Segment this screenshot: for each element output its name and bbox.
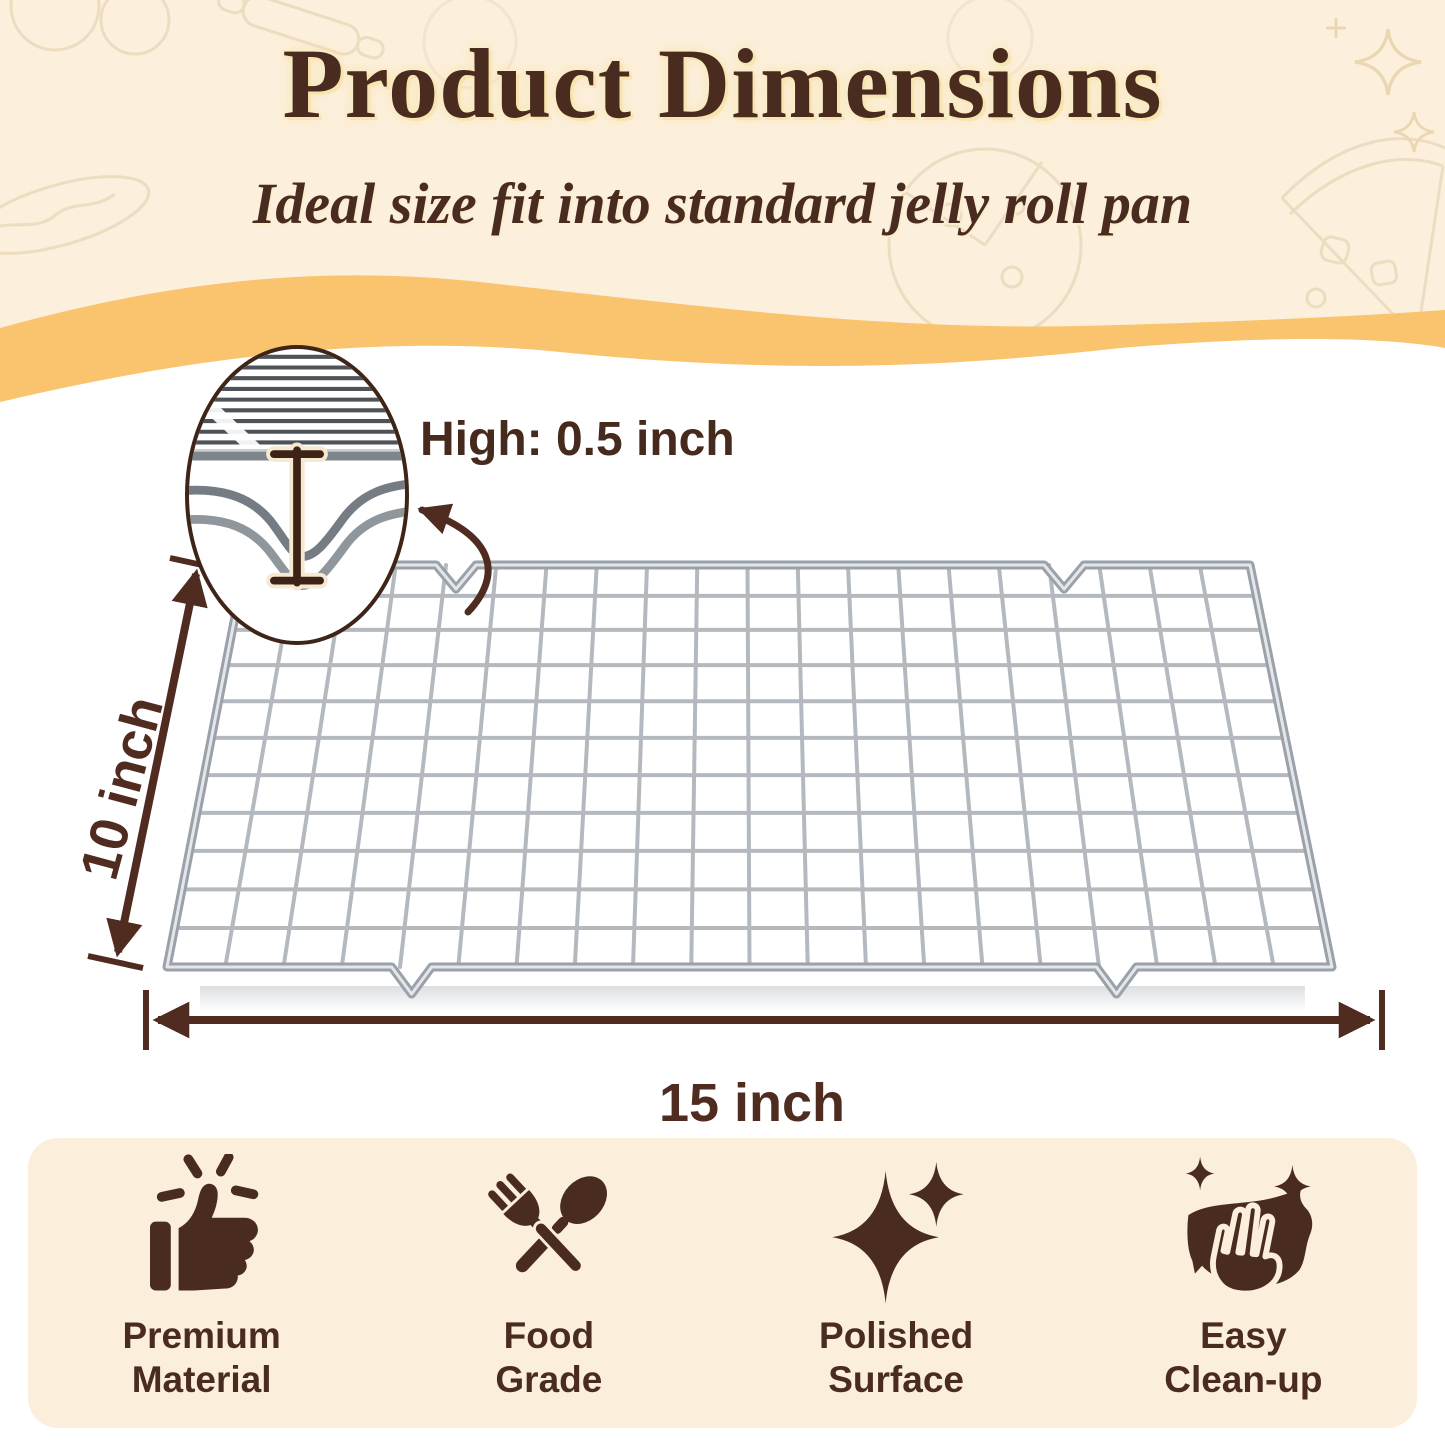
pizza-slice-icon — [1280, 137, 1445, 336]
rolling-pin-icon — [217, 0, 385, 60]
sparkle-decor-icon — [1326, 18, 1436, 154]
page-title: Product Dimensions — [282, 28, 1163, 139]
rack-wire-closeup-image — [189, 354, 405, 591]
thumbs-up-icon — [149, 1154, 258, 1291]
width-dimension-label: 15 inch — [658, 1073, 846, 1133]
feature-item-polished-surface: Polished Surface — [723, 1138, 1070, 1428]
wave-divider — [0, 275, 1445, 402]
rack-frame-highlight — [165, 563, 1334, 996]
fork-icon — [485, 1170, 584, 1274]
callout-height-label: High: 0.5 inch — [420, 413, 735, 466]
closeup-shine-streak — [201, 398, 300, 493]
spoon-icon — [515, 1176, 607, 1273]
feature-item-easy-cleanup: Easy Clean-up — [1070, 1138, 1417, 1428]
sparkles-icon — [832, 1161, 964, 1304]
zoom-callout — [185, 345, 409, 645]
hand-cloth-icon — [1186, 1156, 1313, 1297]
width-dimension-arrow — [143, 990, 1385, 1050]
rack-grid-wires — [172, 563, 1327, 969]
feature-label: Food Grade — [495, 1315, 603, 1400]
feature-item-premium-material: Premium Material — [28, 1138, 375, 1428]
header-background — [0, 0, 1445, 430]
height-marker-icon — [270, 446, 324, 587]
feature-item-food-grade: Food Grade — [375, 1138, 722, 1428]
rack-reflection — [200, 986, 1305, 1012]
hot-dog-icon — [0, 175, 151, 255]
page-subtitle: Ideal size fit into standard jelly roll … — [252, 171, 1193, 236]
feature-label: Premium Material — [122, 1315, 281, 1400]
feature-label: Polished Surface — [819, 1315, 974, 1400]
wiping-hand-shape — [1210, 1202, 1283, 1297]
feature-label: Easy Clean-up — [1164, 1315, 1323, 1400]
fork-spoon-icon — [485, 1170, 607, 1274]
features-panel: Premium Material Food Grade — [28, 1138, 1417, 1428]
callout-curved-arrow-icon — [417, 503, 492, 616]
